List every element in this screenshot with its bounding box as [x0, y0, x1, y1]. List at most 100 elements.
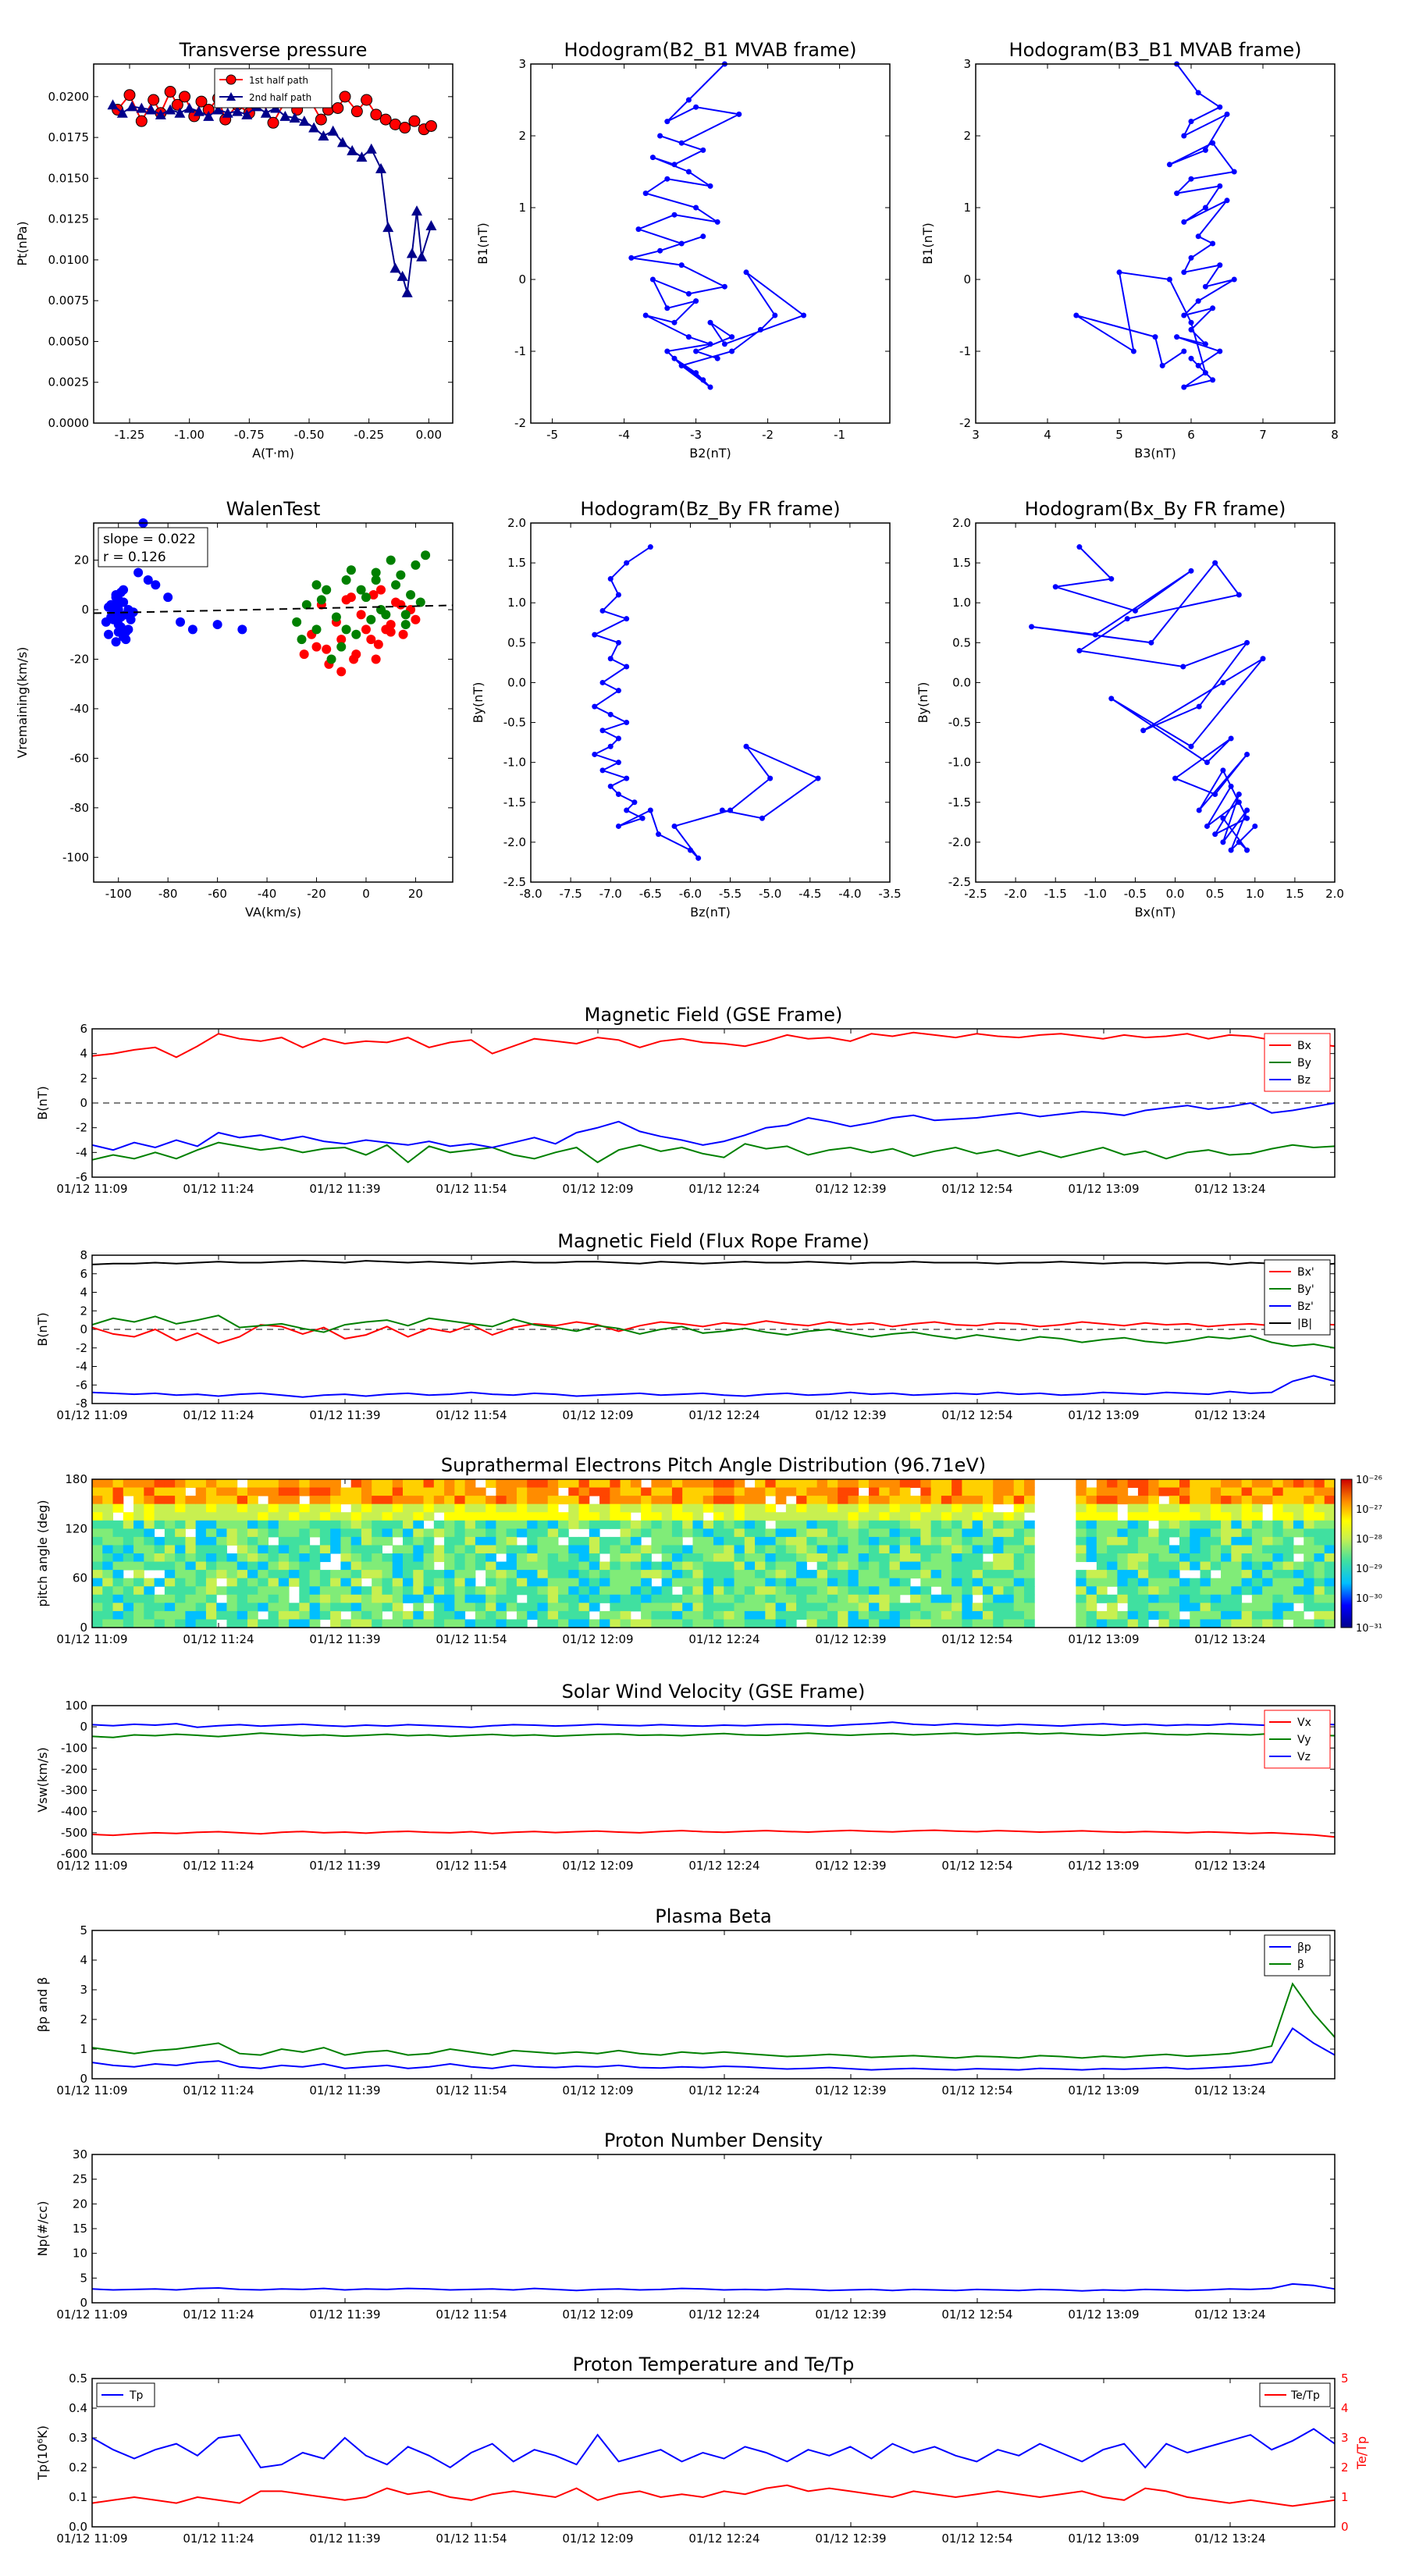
heat-cell [1137, 1570, 1149, 1579]
heat-cell [838, 1545, 848, 1554]
legend-label: Tp [129, 2389, 144, 2402]
heat-cell [806, 1586, 818, 1596]
heat-cell [258, 1536, 269, 1546]
x-tick-label: 7 [1259, 428, 1267, 442]
heat-cell [724, 1594, 735, 1603]
heat-cell [578, 1578, 590, 1587]
x-tick-label: 01/12 11:09 [56, 1408, 127, 1422]
heat-cell [816, 1520, 828, 1529]
x-tick-label: 01/12 12:09 [562, 2532, 633, 2546]
heat-cell [361, 1479, 372, 1489]
data-point [1224, 111, 1230, 117]
heat-cell [1200, 1594, 1211, 1603]
heat-cell [930, 1512, 942, 1521]
colorbar-tick-label: 10⁻²⁷ [1356, 1504, 1382, 1516]
heat-cell [319, 1578, 331, 1587]
heat-cell [838, 1619, 848, 1628]
heat-cell [226, 1553, 238, 1563]
heat-cell [724, 1496, 735, 1505]
y-tick-label: 6 [80, 1267, 87, 1281]
heat-cell [1190, 1520, 1201, 1529]
heat-cell [899, 1536, 911, 1546]
y-tick-label: 1.5 [507, 556, 526, 570]
heat-cell [1096, 1496, 1108, 1505]
data-point [693, 104, 699, 110]
heat-cell [1314, 1553, 1325, 1563]
heat-cell [1262, 1487, 1273, 1496]
heat-cell [1200, 1603, 1211, 1612]
y2-tick-label: 2 [1341, 2460, 1349, 2475]
heat-cell [299, 1503, 311, 1513]
heat-cell [620, 1545, 631, 1554]
heat-cell [486, 1561, 496, 1571]
heat-cell [858, 1586, 870, 1596]
heat-cell [433, 1553, 445, 1563]
heat-cell [237, 1594, 248, 1603]
heat-cell [951, 1536, 962, 1546]
heat-cell [838, 1536, 848, 1546]
heat-cell [464, 1545, 476, 1554]
heat-cell [1076, 1503, 1087, 1513]
heat-cell [340, 1586, 352, 1596]
heat-cell [1221, 1603, 1232, 1612]
heat-cell [247, 1603, 258, 1612]
x-tick-label: -3.5 [878, 887, 901, 901]
heat-cell [175, 1561, 186, 1571]
heat-cell [578, 1503, 590, 1513]
data-point [165, 104, 176, 115]
data-point [727, 807, 734, 813]
heat-cell [392, 1512, 404, 1521]
heat-cell [537, 1545, 549, 1554]
heat-cell [806, 1503, 818, 1513]
heat-cell [920, 1586, 932, 1596]
heat-cell [558, 1528, 569, 1538]
heat-cell [578, 1603, 590, 1612]
data-point [624, 560, 630, 566]
heat-cell [1086, 1619, 1097, 1628]
heat-cell [661, 1520, 673, 1529]
heat-cell [144, 1487, 155, 1496]
heat-cell [610, 1619, 621, 1628]
heat-cell [713, 1586, 724, 1596]
heat-cell [475, 1545, 486, 1554]
heat-cell [361, 1553, 372, 1563]
data-point [1252, 823, 1258, 829]
heat-cell [1304, 1512, 1314, 1521]
heat-cell [1086, 1545, 1097, 1554]
heat-cell [692, 1545, 704, 1554]
heat-cell [92, 1570, 103, 1579]
heat-cell [1221, 1536, 1232, 1546]
heat-cell [589, 1487, 600, 1496]
heat-cell [558, 1578, 569, 1587]
data-point [104, 602, 114, 612]
heat-cell [1241, 1553, 1253, 1563]
heat-cell [713, 1594, 724, 1603]
heat-cell [702, 1487, 714, 1496]
heat-cell [247, 1496, 258, 1505]
heat-cell [475, 1561, 486, 1571]
heat-cell [164, 1594, 176, 1603]
data-point [425, 119, 437, 132]
heat-cell [869, 1512, 880, 1521]
x-tick-label: 01/12 11:39 [309, 1632, 380, 1646]
heat-cell [1221, 1503, 1232, 1513]
heat-cell [765, 1561, 777, 1571]
heat-cell [838, 1610, 848, 1620]
heat-cell [869, 1536, 880, 1546]
data-point [693, 370, 699, 376]
y-tick-label: 0.3 [69, 2431, 87, 2445]
heat-cell [785, 1610, 797, 1620]
heat-cell [806, 1545, 818, 1554]
heat-cell [506, 1561, 518, 1571]
data-point [671, 212, 678, 218]
heat-cell [1272, 1603, 1284, 1612]
heat-cell [258, 1503, 269, 1513]
heat-cell [568, 1536, 580, 1546]
x-tick-label: 01/12 11:24 [183, 1859, 254, 1873]
heat-cell [1013, 1561, 1025, 1571]
chart-density: Proton Number DensityNp(#/cc)05101520253… [35, 2129, 1336, 2322]
data-point [389, 262, 401, 273]
heat-cell [610, 1496, 621, 1505]
heat-cell [1013, 1594, 1025, 1603]
heat-cell [785, 1528, 797, 1538]
